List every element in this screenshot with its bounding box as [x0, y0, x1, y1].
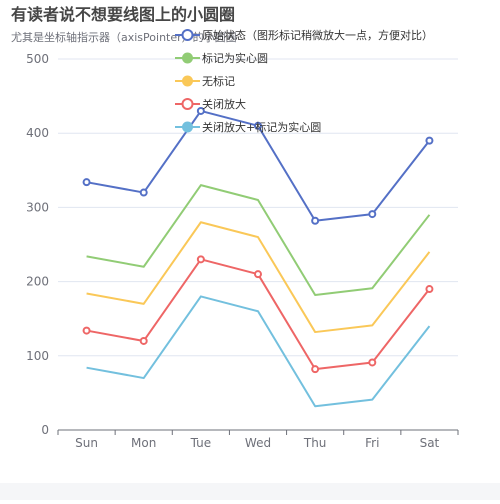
- data-point[interactable]: [83, 289, 91, 297]
- y-tick-label: 400: [26, 126, 49, 140]
- data-point[interactable]: [368, 396, 376, 404]
- data-point[interactable]: [82, 178, 91, 187]
- data-point[interactable]: [311, 216, 320, 225]
- data-point[interactable]: [83, 364, 91, 372]
- y-tick-label: 200: [26, 275, 49, 289]
- chart-title: 有读者说不想要线图上的小圆圈: [11, 5, 235, 24]
- x-tick-label: Sun: [75, 436, 98, 450]
- legend-marker[interactable]: [181, 98, 194, 110]
- data-point[interactable]: [425, 285, 434, 294]
- data-point[interactable]: [83, 252, 91, 260]
- data-point[interactable]: [196, 255, 205, 264]
- y-tick-label: 500: [26, 52, 49, 66]
- data-point[interactable]: [140, 263, 148, 271]
- legend-label: 无标记: [202, 74, 235, 88]
- data-point[interactable]: [311, 291, 319, 299]
- legend-marker[interactable]: [181, 29, 194, 41]
- data-point[interactable]: [139, 336, 148, 345]
- y-tick-label: 300: [26, 200, 49, 214]
- data-point[interactable]: [196, 106, 205, 115]
- data-point[interactable]: [254, 196, 262, 204]
- data-point[interactable]: [368, 321, 376, 329]
- data-point[interactable]: [425, 211, 433, 219]
- data-point[interactable]: [140, 300, 148, 308]
- y-tick-label: 100: [26, 349, 49, 363]
- data-point[interactable]: [254, 307, 262, 315]
- x-tick-label: Fri: [365, 436, 379, 450]
- data-point[interactable]: [254, 270, 262, 279]
- legend-marker[interactable]: [182, 52, 193, 64]
- data-point[interactable]: [425, 248, 433, 256]
- data-point[interactable]: [425, 322, 433, 330]
- x-tick-label: Sat: [420, 436, 440, 450]
- legend-label: 标记为实心圆: [202, 51, 268, 65]
- legend-marker[interactable]: [182, 75, 193, 87]
- series-line: [86, 295, 431, 408]
- data-point[interactable]: [311, 402, 319, 410]
- y-tick-label: 0: [41, 423, 49, 437]
- chart-subtitle: 尤其是坐标轴指示器（axisPointer）的小圆圈: [11, 30, 237, 44]
- data-point[interactable]: [139, 188, 148, 197]
- legend-marker[interactable]: [182, 121, 193, 133]
- data-point[interactable]: [368, 284, 376, 292]
- data-point[interactable]: [368, 358, 377, 367]
- legend-label: 关闭放大: [202, 97, 246, 111]
- data-point[interactable]: [254, 233, 262, 241]
- data-point[interactable]: [254, 121, 262, 130]
- data-point[interactable]: [425, 136, 434, 145]
- x-tick-label: Wed: [245, 436, 271, 450]
- data-point[interactable]: [197, 181, 205, 189]
- series-line: [86, 184, 431, 296]
- legend-label: 关闭放大+标记为实心圆: [202, 120, 321, 134]
- data-point[interactable]: [140, 374, 148, 382]
- data-point[interactable]: [197, 292, 205, 300]
- legend-label: 原始状态（图形标记稍微放大一点，方便对比）: [202, 28, 433, 42]
- data-point[interactable]: [368, 210, 377, 219]
- x-tick-label: Mon: [131, 436, 156, 450]
- data-point[interactable]: [311, 365, 320, 374]
- x-tick-label: Thu: [303, 436, 327, 450]
- data-point[interactable]: [197, 218, 205, 226]
- x-tick-label: Tue: [190, 436, 212, 450]
- data-point[interactable]: [311, 328, 319, 336]
- series-line: [86, 221, 431, 334]
- bottom-strip: [0, 483, 500, 500]
- data-point[interactable]: [82, 326, 91, 335]
